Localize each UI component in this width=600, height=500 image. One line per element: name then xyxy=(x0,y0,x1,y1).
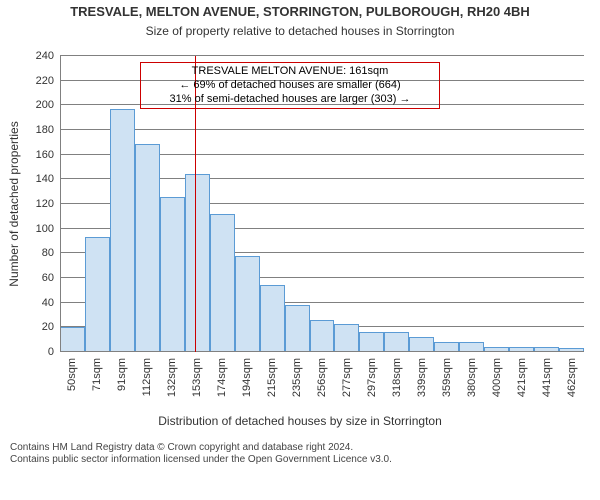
y-tick-label: 180 xyxy=(36,124,54,136)
x-tick-label: 132sqm xyxy=(166,358,178,397)
histogram-bar xyxy=(235,256,260,352)
y-tick-label: 200 xyxy=(36,99,54,111)
chart-subtitle: Size of property relative to detached ho… xyxy=(0,24,600,38)
histogram-bar xyxy=(260,285,285,352)
x-tick-label: 153sqm xyxy=(191,358,203,397)
footer-line-2: Contains public sector information licen… xyxy=(10,454,392,466)
x-tick-label: 194sqm xyxy=(241,358,253,397)
x-tick-label: 277sqm xyxy=(341,358,353,397)
x-tick-label: 71sqm xyxy=(91,358,103,391)
y-axis: 020406080100120140160180200220240 xyxy=(0,56,54,352)
grid-line xyxy=(60,55,584,56)
annotation-box: TRESVALE MELTON AVENUE: 161sqm ← 69% of … xyxy=(140,62,440,109)
x-tick-label: 112sqm xyxy=(141,358,153,396)
histogram-bar xyxy=(334,324,359,352)
histogram-bar xyxy=(185,174,210,352)
y-tick-label: 140 xyxy=(36,173,54,185)
x-tick-label: 359sqm xyxy=(441,358,453,397)
x-axis-label: Distribution of detached houses by size … xyxy=(0,414,600,428)
histogram-bar xyxy=(160,197,185,352)
x-tick-label: 421sqm xyxy=(516,358,528,397)
x-tick-label: 91sqm xyxy=(116,358,128,391)
x-tick-label: 318sqm xyxy=(391,358,403,397)
x-tick-label: 215sqm xyxy=(266,358,278,397)
y-tick-label: 120 xyxy=(36,198,54,210)
x-tick-label: 380sqm xyxy=(466,358,478,397)
histogram-bar xyxy=(409,337,434,352)
footer: Contains HM Land Registry data © Crown c… xyxy=(10,442,392,466)
x-tick-label: 235sqm xyxy=(291,358,303,397)
histogram-bar xyxy=(384,332,409,352)
x-tick-label: 297sqm xyxy=(366,358,378,397)
x-tick-label: 174sqm xyxy=(216,358,228,397)
x-tick-label: 441sqm xyxy=(541,358,553,397)
x-tick-label: 256sqm xyxy=(316,358,328,397)
grid-line xyxy=(60,129,584,130)
y-tick-label: 100 xyxy=(36,223,54,235)
y-tick-label: 60 xyxy=(42,272,54,284)
annotation-line-1: TRESVALE MELTON AVENUE: 161sqm xyxy=(147,65,433,79)
histogram-bar xyxy=(60,327,85,352)
y-tick-label: 220 xyxy=(36,75,54,87)
y-tick-label: 160 xyxy=(36,149,54,161)
y-tick-label: 240 xyxy=(36,50,54,62)
histogram-bar xyxy=(285,305,310,352)
annotation-line-3: 31% of semi-detached houses are larger (… xyxy=(147,93,433,107)
x-tick-label: 462sqm xyxy=(566,358,578,397)
property-size-histogram: TRESVALE, MELTON AVENUE, STORRINGTON, PU… xyxy=(0,0,600,500)
histogram-bar xyxy=(210,214,235,352)
histogram-bar xyxy=(110,109,135,352)
footer-line-1: Contains HM Land Registry data © Crown c… xyxy=(10,442,392,454)
histogram-bar xyxy=(310,320,335,352)
y-tick-label: 0 xyxy=(48,346,54,358)
x-tick-label: 339sqm xyxy=(416,358,428,397)
x-tick-label: 50sqm xyxy=(66,358,78,391)
x-axis: 50sqm 71sqm 91sqm 112sqm 132sqm 153sqm 174sqm 1… xyxy=(60,352,584,412)
histogram-bar xyxy=(359,332,384,352)
annotation-line-2: ← 69% of detached houses are smaller (66… xyxy=(147,79,433,93)
histogram-bar xyxy=(135,144,160,352)
chart-title: TRESVALE, MELTON AVENUE, STORRINGTON, PU… xyxy=(0,4,600,19)
y-tick-label: 20 xyxy=(42,321,54,333)
y-tick-label: 80 xyxy=(42,247,54,259)
y-axis-line xyxy=(60,56,61,352)
x-tick-label: 400sqm xyxy=(491,358,503,397)
y-tick-label: 40 xyxy=(42,297,54,309)
histogram-bar xyxy=(85,237,110,352)
